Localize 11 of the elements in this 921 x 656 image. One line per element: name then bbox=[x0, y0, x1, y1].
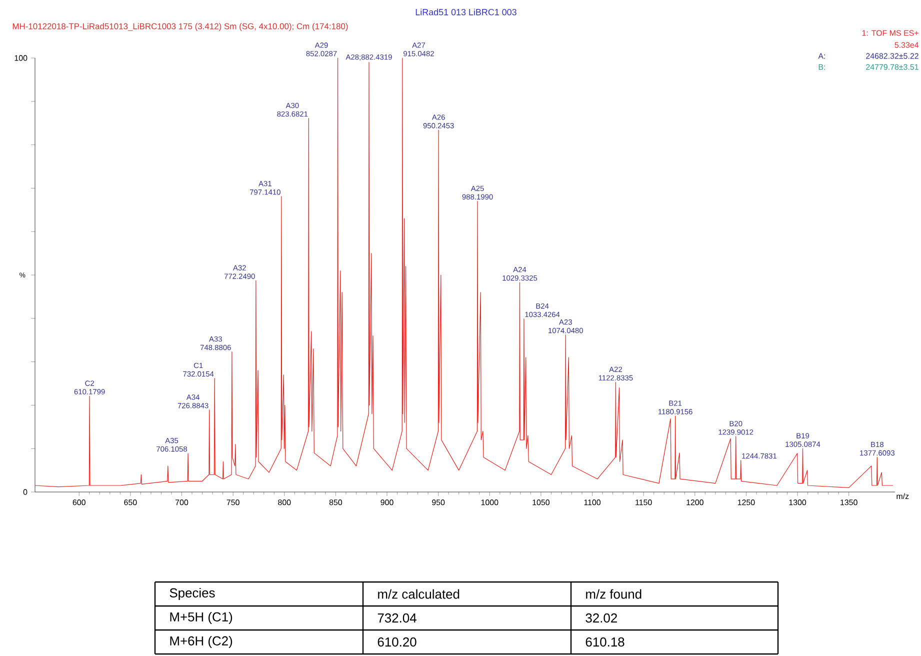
chart-subtitle: MH-10122018-TP-LiRad51013_LiBRC1003 175 (3.412) Sm (SG, 4x10.00); Cm (174:180) bbox=[12, 23, 348, 31]
chart-title: LiRad51 013 LiBRC1 003 bbox=[416, 8, 516, 16]
text: M+5H (C1) bbox=[170, 612, 232, 624]
text: m/z found bbox=[586, 589, 642, 599]
text: 610.18 bbox=[586, 637, 624, 647]
text: 732.04 bbox=[378, 613, 416, 623]
text: M+6H (C2) bbox=[170, 636, 232, 648]
text: 32.02 bbox=[586, 613, 617, 623]
text: m/z calculated bbox=[378, 589, 460, 599]
text: 610.20 bbox=[378, 637, 416, 647]
text: Species bbox=[170, 588, 215, 600]
